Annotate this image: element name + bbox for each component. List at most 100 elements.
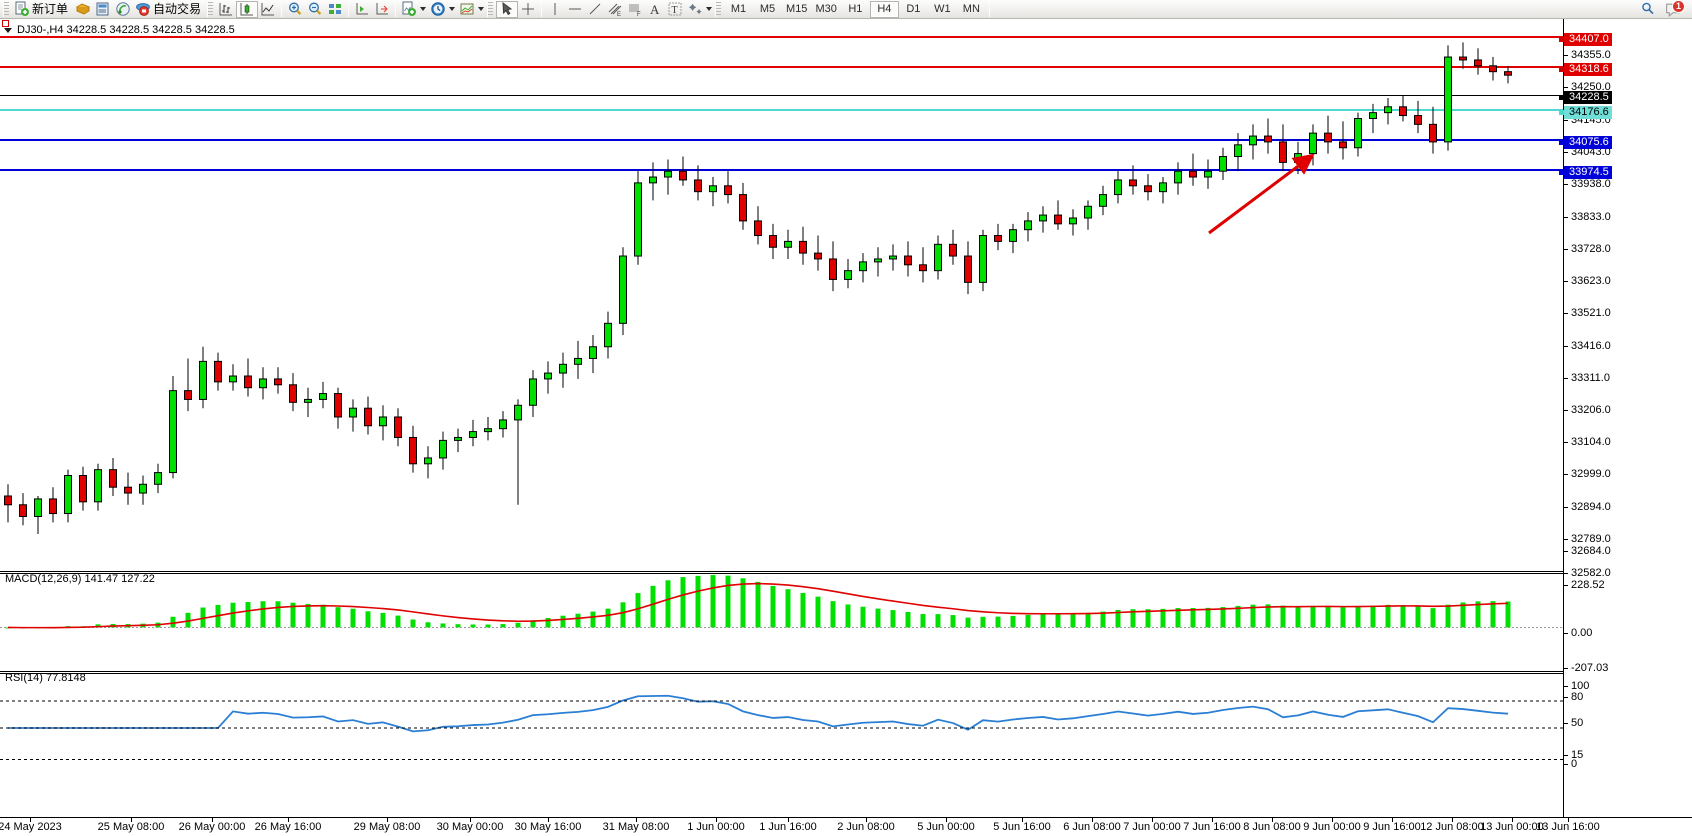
fibonacci-button[interactable]: F [625, 1, 645, 18]
macd-histogram-bar [1130, 609, 1136, 628]
resistance-line-34407[interactable] [0, 36, 1563, 38]
objects-button[interactable] [685, 1, 714, 18]
price-chip-marker-icon [1559, 95, 1564, 100]
new-order-button[interactable]: 新订单 [12, 1, 73, 18]
trendline-button[interactable] [585, 1, 605, 18]
chart-shift-button[interactable] [372, 1, 392, 18]
time-axis-tick [1022, 818, 1023, 822]
price-axis-tick [1564, 281, 1568, 282]
candle-body [559, 363, 567, 374]
time-axis-label: 8 Jun 08:00 [1243, 821, 1301, 833]
terminal-button[interactable] [93, 1, 113, 18]
objects-caret-icon[interactable] [706, 7, 713, 11]
timeframe-m15[interactable]: M15 [786, 3, 808, 15]
hline-button[interactable] [565, 1, 585, 18]
templates-caret-icon[interactable] [478, 7, 485, 11]
price-axis-label: 32999.0 [1571, 468, 1611, 480]
price-axis-tick [1564, 87, 1568, 88]
profile-button[interactable] [73, 1, 93, 18]
scroll-end-button[interactable] [352, 1, 372, 18]
candle-body [1414, 115, 1422, 125]
current-price-line[interactable] [0, 95, 1563, 96]
rsi-axis-tick [1564, 764, 1568, 765]
add-indicator-button[interactable] [399, 1, 428, 18]
time-axis-label: 7 Jun 00:00 [1123, 821, 1181, 833]
market-watch-button[interactable] [113, 1, 133, 18]
toolbar-grip-2[interactable] [207, 1, 214, 17]
timeframe-d1[interactable]: D1 [906, 3, 921, 15]
macd-histogram-bar [605, 608, 611, 628]
candle-body [1489, 65, 1497, 73]
price-axis[interactable]: 34355.0 34250.0 34145.0 34043.0 33938.0 33833… [1559, 19, 1692, 817]
toolbar-grip-1[interactable] [3, 1, 9, 17]
rsi-pane-top-border-2 [0, 673, 1563, 674]
time-axis-label: 26 May 00:00 [178, 821, 246, 833]
candlestick-chart-button[interactable] [236, 0, 259, 18]
macd-histogram-bar [185, 612, 191, 628]
macd-histogram-bar [350, 608, 356, 628]
crosshair-button[interactable] [518, 1, 538, 18]
price-chip-34176[interactable]: 34176.6 [1559, 106, 1612, 119]
zoom-out-button[interactable] [305, 1, 325, 18]
templates-button[interactable] [457, 1, 486, 18]
time-axis-label: 12 Jun 08:00 [1420, 821, 1484, 833]
macd-histogram-bar [575, 613, 581, 628]
chart-menu-caret-icon[interactable] [4, 27, 12, 33]
cursor-button[interactable] [496, 0, 519, 18]
candle-body [664, 170, 672, 178]
autotrading-button[interactable]: 自动交易 [133, 1, 206, 18]
text-button[interactable]: A [645, 1, 665, 18]
equidistant-channel-button[interactable]: E [605, 1, 625, 18]
bar-chart-button[interactable] [216, 1, 236, 18]
macd-histogram-bar [1475, 601, 1481, 628]
timeframe-h1[interactable]: H1 [848, 3, 863, 15]
chart-window[interactable]: DJ30-,H4 34228.5 34228.5 34228.5 34228.5… [0, 19, 1692, 836]
timeframe-h4[interactable]: H4 [869, 0, 899, 18]
macd-signal-line [7, 582, 1509, 629]
toolbar-separator-4 [541, 1, 543, 17]
period-caret-icon[interactable] [449, 7, 456, 11]
zoom-in-icon [289, 2, 302, 15]
macd-histogram-bar [815, 596, 821, 628]
price-chip-34075[interactable]: 34075.6 [1559, 136, 1612, 149]
time-axis[interactable]: 24 May 2023 25 May 08:00 26 May 00:00 26 Ma… [0, 817, 1692, 836]
add-indicator-caret-icon[interactable] [420, 7, 427, 11]
price-chip-34318[interactable]: 34318.6 [1559, 63, 1612, 76]
candle-body [1444, 56, 1452, 143]
text-label-button[interactable]: T [665, 1, 685, 18]
price-chip-34407[interactable]: 34407.0 [1559, 33, 1612, 46]
timeframe-mn[interactable]: MN [962, 3, 980, 15]
timeframe-m5[interactable]: M5 [759, 3, 776, 15]
time-axis-tick [131, 818, 132, 822]
support-line-34176[interactable] [0, 109, 1563, 111]
candle-body [184, 390, 192, 400]
breakout-arrow [1208, 153, 1315, 235]
toolbar-grip-4[interactable] [715, 1, 722, 17]
data-window-button[interactable] [325, 1, 345, 18]
macd-axis-label: 0.00 [1571, 627, 1593, 639]
timeframe-m30[interactable]: M30 [815, 3, 837, 15]
price-chip-marker-icon [1559, 110, 1564, 115]
support-line-34075[interactable] [0, 139, 1563, 141]
search-button[interactable] [1638, 1, 1658, 18]
line-chart-button[interactable] [258, 1, 278, 18]
macd-histogram-bar [1430, 608, 1436, 628]
candle-body [1009, 229, 1017, 242]
candle-body [1144, 185, 1152, 193]
timeframe-m1[interactable]: M1 [730, 3, 747, 15]
support-line-33974[interactable] [0, 169, 1563, 171]
price-chip-33974[interactable]: 33974.5 [1559, 166, 1612, 179]
candle-body [139, 483, 147, 494]
vline-button[interactable] [545, 1, 565, 18]
resistance-line-34318[interactable] [0, 66, 1563, 68]
candle-body [289, 384, 297, 403]
period-button[interactable] [428, 1, 457, 18]
text-label-icon: T [668, 2, 682, 16]
alerts-button[interactable]: 1 [1664, 0, 1685, 18]
price-chip-current[interactable]: 34228.5 [1559, 91, 1612, 104]
toolbar-grip-3[interactable] [487, 1, 494, 17]
chart-window-corner-handle[interactable] [2, 20, 9, 27]
timeframe-w1[interactable]: W1 [934, 3, 951, 15]
zoom-in-button[interactable] [285, 1, 305, 18]
time-axis-label: 7 Jun 16:00 [1183, 821, 1241, 833]
